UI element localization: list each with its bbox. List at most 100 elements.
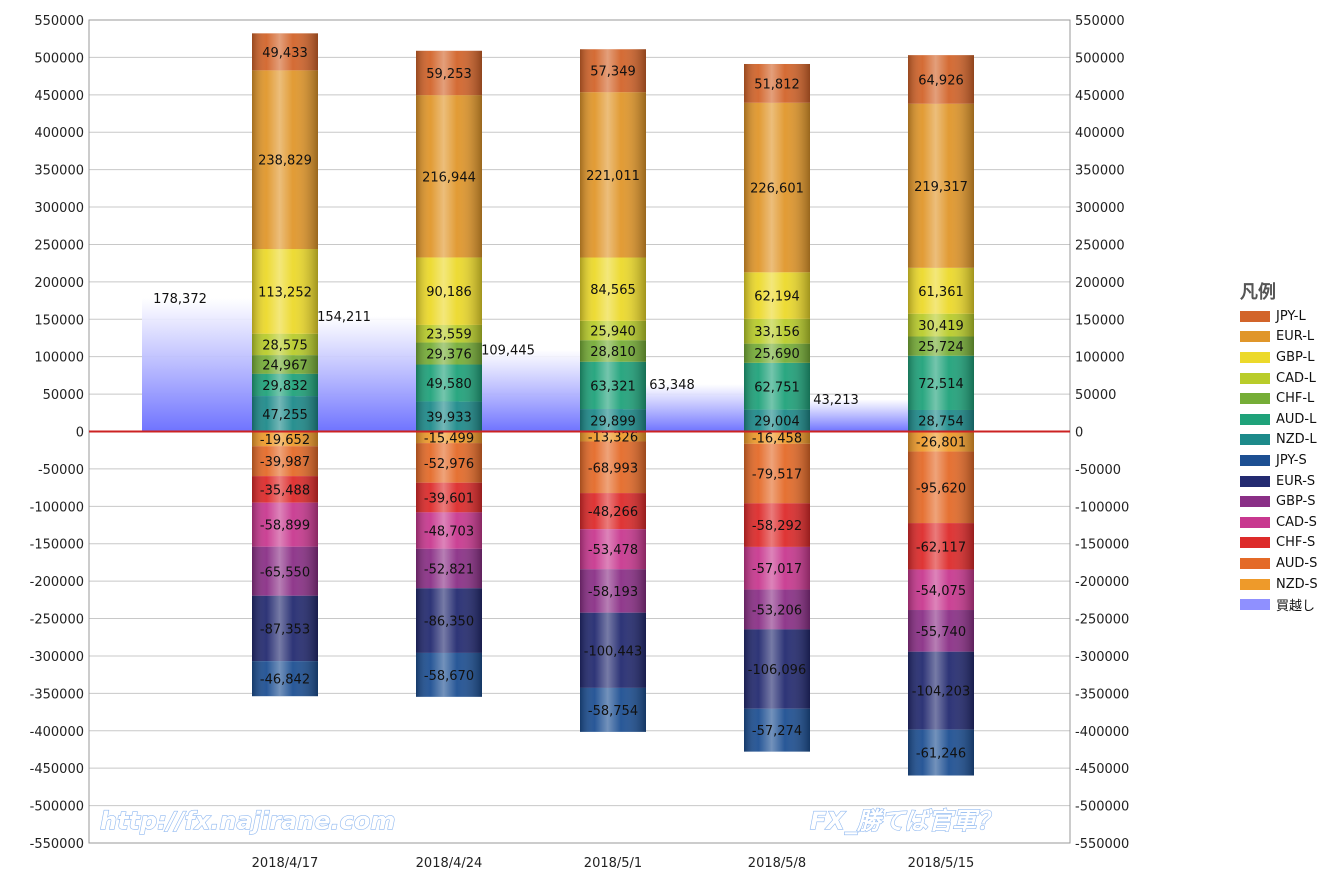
legend-swatch: [1240, 496, 1270, 508]
bar-segment-shade: [744, 63, 810, 103]
legend-item: CHF-S: [1240, 533, 1334, 554]
y-tick-label-left: -450000: [30, 762, 84, 777]
bar-segment-label: -58,292: [752, 519, 802, 534]
bar-segment-label: 23,559: [426, 328, 472, 343]
y-tick-label-right: -550000: [1075, 837, 1129, 852]
bar-segment-shade: [252, 33, 318, 71]
bar-segment-label: -52,821: [424, 563, 474, 578]
bar-segment-label: 25,690: [754, 347, 800, 362]
bar-segment-shade: [744, 546, 810, 590]
bar-segment-label: 33,156: [754, 325, 800, 340]
bar-segment-label: -57,017: [752, 562, 802, 577]
bar-segment-shade: [580, 49, 646, 93]
y-tick-label-left: -350000: [30, 687, 84, 702]
y-tick-label-left: -50000: [38, 463, 84, 478]
bar-segment-shade: [252, 249, 318, 334]
bar-segment-label: 216,944: [422, 170, 476, 185]
labels-layer: 178,372 154,211 109,445 63,348 43,213 47,255 2…: [153, 46, 970, 762]
y-tick-label-left: 100000: [34, 351, 84, 366]
legend-label: AUD-L: [1276, 411, 1317, 427]
legend-item: NZD-L: [1240, 430, 1334, 451]
x-tick-label: 2018/5/8: [748, 856, 806, 870]
y-tick-label-right: 150000: [1075, 313, 1125, 328]
bar-segment-label: -48,703: [424, 525, 474, 540]
legend-label: CHF-L: [1276, 391, 1315, 407]
legend-item: AUD-S: [1240, 553, 1334, 574]
bar-segment-shade: [908, 313, 974, 337]
legend-swatch: [1240, 372, 1270, 384]
x-tick-label: 2018/4/24: [416, 856, 483, 870]
bar-segment-label: -68,993: [588, 461, 638, 476]
bar-segment-shade: [580, 493, 646, 530]
legend-label: GBP-L: [1276, 349, 1315, 365]
bar-segment-label: 39,933: [426, 411, 472, 426]
bar-segment-label: 113,252: [258, 285, 312, 300]
y-tick-label-left: 550000: [34, 14, 84, 29]
y-tick-label-right: 350000: [1075, 164, 1125, 179]
legend-item: GBP-L: [1240, 347, 1334, 368]
bar-segment-label: 30,419: [918, 319, 964, 334]
legend-swatch: [1240, 578, 1270, 590]
y-tick-label-left: 150000: [34, 313, 84, 328]
y-tick-label-left: -400000: [30, 725, 84, 740]
legend-label: AUD-S: [1276, 555, 1318, 571]
bar-segment-shade: [580, 361, 646, 410]
y-tick-label-left: 500000: [34, 51, 84, 66]
bar-segment-shade: [908, 103, 974, 268]
legend-swatch: [1240, 310, 1270, 322]
bar-segment-shade: [908, 355, 974, 410]
net-bar-label: 154,211: [317, 310, 371, 325]
bar-segment-label: -87,353: [260, 622, 310, 637]
bar-segment-shade: [908, 651, 974, 730]
bar-segment-label: -95,620: [916, 481, 966, 496]
bar-segment-shade: [908, 729, 974, 776]
bar-segment-label: -104,203: [912, 685, 970, 700]
bar-segment-label: 90,186: [426, 285, 472, 300]
legend-swatch: [1240, 557, 1270, 569]
bar-segment-shade: [416, 95, 482, 258]
bar-segment-shade: [416, 401, 482, 432]
chart-canvas: 178,372 154,211 109,445 63,348 43,213 47,255 2…: [30, 14, 1130, 870]
bar-segment-label: 64,926: [918, 73, 964, 88]
bar-segment-label: -57,274: [752, 724, 802, 739]
y-tick-label-left: -550000: [30, 837, 84, 852]
bar-segment-shade: [744, 318, 810, 344]
bar-segment-shade: [744, 362, 810, 410]
bar-segment-shade: [580, 92, 646, 258]
y-tick-label-left: -250000: [30, 613, 84, 628]
bar-segment-label: 59,253: [426, 67, 472, 82]
y-tick-label-right: -50000: [1075, 463, 1121, 478]
bar-segment-label: 84,565: [590, 283, 636, 298]
legend-item: 買越し: [1240, 594, 1334, 615]
bar-segment-label: -54,075: [916, 584, 966, 599]
y-tick-label-left: -100000: [30, 500, 84, 515]
bar-segment-label: 238,829: [258, 154, 312, 169]
bar-segment-shade: [580, 257, 646, 321]
y-tick-label-right: -200000: [1075, 575, 1129, 590]
bar-segment-label: 29,376: [426, 348, 472, 363]
bar-segment-label: 29,832: [262, 379, 308, 394]
legend-item: CAD-L: [1240, 368, 1334, 389]
y-tick-label-left: -150000: [30, 538, 84, 553]
bar-segment-label: -13,326: [588, 430, 638, 445]
bar-segment-label: 57,349: [590, 65, 636, 80]
net-bar-label: 109,445: [481, 344, 535, 359]
y-tick-label-left: 350000: [34, 164, 84, 179]
bar-segment-shade: [416, 443, 482, 483]
legend-item: JPY-L: [1240, 306, 1334, 327]
bar-segment-label: -53,206: [752, 603, 802, 618]
bar-segment-shade: [908, 409, 974, 432]
bar-segment-shade: [908, 431, 974, 452]
y-tick-label-right: 450000: [1075, 89, 1125, 104]
y-tick-label-right: 50000: [1075, 388, 1116, 403]
bar-segment-shade: [416, 431, 482, 444]
bar-segment-label: -35,488: [260, 483, 310, 498]
bar-segment-label: -46,842: [260, 673, 310, 688]
bar-segment-shade: [744, 431, 810, 444]
legend-swatch: [1240, 454, 1270, 466]
watermark-right: FX_勝てば官軍？: [810, 807, 1000, 835]
legend-item: EUR-L: [1240, 327, 1334, 348]
bar-segment-label: -15,499: [424, 431, 474, 446]
bar-segment-shade: [416, 364, 482, 402]
legend-label: CAD-L: [1276, 370, 1316, 386]
